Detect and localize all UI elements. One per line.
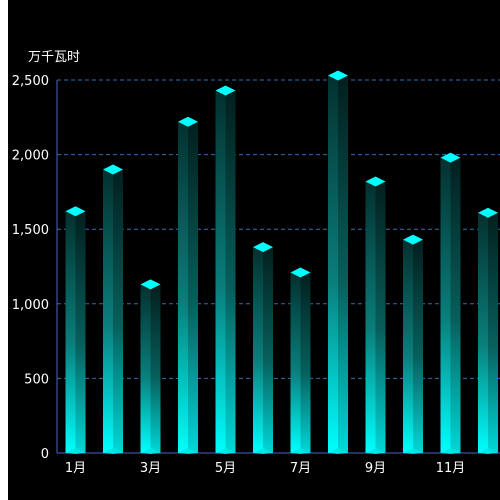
bar: [65, 206, 86, 454]
bar-bottom-cap: [365, 448, 386, 454]
bar-top-cap: [103, 164, 123, 175]
bar-face-right: [188, 121, 198, 453]
bar-bottom-cap: [103, 448, 123, 454]
tick-labels: 0 500 1,000 1,500 2,000 2,500 1月 3月 5月 7月 9月 11月: [12, 74, 465, 476]
bar: [140, 279, 161, 454]
bar-top-cap: [290, 267, 311, 278]
bar-face-right: [450, 157, 461, 454]
x-tick-label: 3月: [140, 461, 161, 476]
bar-face-left: [365, 181, 376, 453]
bar: [290, 267, 311, 454]
bar-face-right: [150, 284, 161, 453]
bar-top-cap: [253, 242, 273, 253]
left-white-strip: [0, 0, 8, 500]
bar: [440, 152, 461, 454]
grid-lines: [57, 79, 500, 379]
bar-face-right: [300, 272, 311, 453]
bar: [253, 242, 273, 454]
bar-face-left: [140, 284, 151, 453]
bar-bottom-cap: [253, 448, 273, 454]
bar-bottom-cap: [140, 448, 161, 454]
bar-bottom-cap: [215, 448, 236, 454]
bar-bottom-cap: [328, 448, 348, 454]
y-axis-unit-label: 万千瓦时: [28, 50, 80, 65]
bar-top-cap: [140, 279, 161, 290]
x-tick-label: 7月: [290, 461, 311, 476]
bar-face-left: [290, 272, 301, 453]
bar: [365, 176, 386, 454]
x-tick-label: 5月: [215, 461, 236, 476]
bar-face-right: [338, 75, 348, 454]
bar-bottom-cap: [478, 448, 498, 454]
bars: [65, 70, 498, 454]
bar-face-right: [75, 211, 86, 453]
y-tick-label: 500: [24, 372, 49, 387]
axes: [56, 80, 500, 454]
bar: [478, 207, 498, 454]
bar-face-left: [65, 211, 76, 453]
x-tick-label: 9月: [365, 461, 386, 476]
bar-bottom-cap: [65, 448, 86, 454]
x-tick-label: 1月: [65, 461, 86, 476]
bar-face-left: [178, 121, 188, 453]
bar: [328, 70, 348, 454]
bar-face-right: [225, 90, 236, 453]
bar-face-right: [375, 181, 386, 453]
bar-bottom-cap: [290, 448, 311, 454]
y-tick-label: 2,000: [12, 149, 49, 164]
bar-bottom-cap: [178, 448, 198, 454]
bar-top-cap: [215, 85, 236, 96]
bar-bottom-cap: [403, 448, 423, 454]
bar-top-cap: [440, 152, 461, 163]
bar-face-left: [403, 239, 413, 453]
y-tick-label: 0: [41, 447, 49, 462]
bar: [403, 234, 423, 454]
bar-top-cap: [328, 70, 348, 81]
bar: [103, 164, 123, 454]
bar-face-right: [113, 169, 123, 453]
bar-face-left: [440, 157, 451, 454]
bar-top-cap: [178, 116, 198, 127]
bar-face-left: [253, 247, 263, 453]
bar-top-cap: [478, 207, 498, 218]
y-tick-label: 1,500: [12, 223, 49, 238]
bar-face-right: [263, 247, 273, 453]
bar-top-cap: [365, 176, 386, 187]
bar-top-cap: [65, 206, 86, 217]
bar-face-left: [215, 90, 226, 453]
bar-face-left: [328, 75, 338, 454]
x-tick-label: 11月: [436, 461, 466, 476]
bar-face-right: [488, 212, 498, 453]
bar-bottom-cap: [440, 448, 461, 454]
y-tick-label: 1,000: [12, 298, 49, 313]
bar-face-left: [478, 212, 488, 453]
bar: [178, 116, 198, 454]
y-tick-label: 2,500: [12, 74, 49, 89]
bar-face-right: [413, 239, 423, 453]
bar-face-left: [103, 169, 113, 453]
bar-top-cap: [403, 234, 423, 245]
bar: [215, 85, 236, 454]
